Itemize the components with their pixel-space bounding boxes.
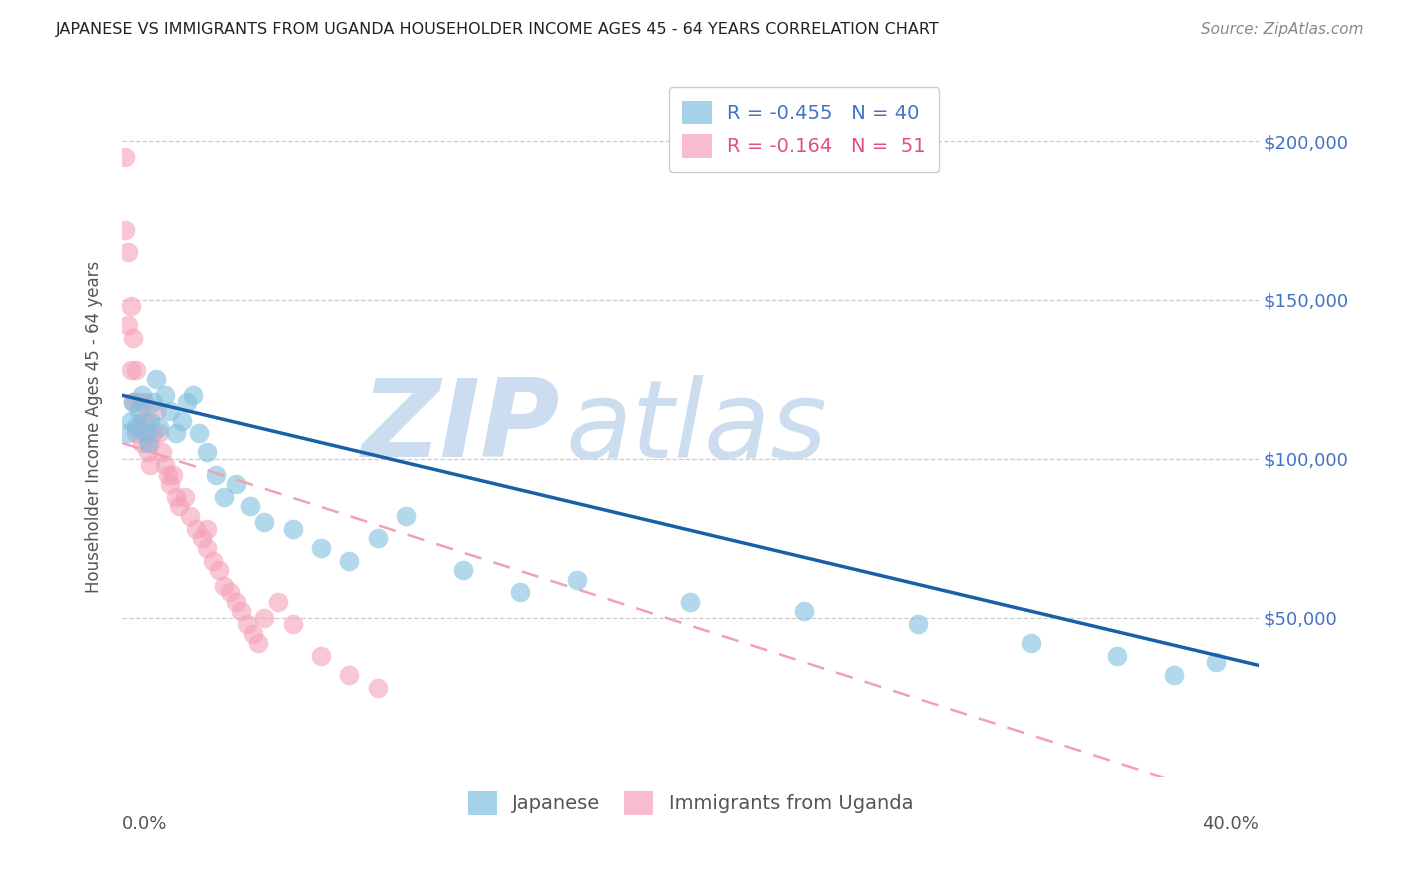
Point <box>125 363 148 377</box>
Point <box>195 522 218 536</box>
Point <box>367 681 389 695</box>
Point <box>187 426 209 441</box>
Point <box>145 372 167 386</box>
Point <box>148 426 170 441</box>
Point <box>219 585 242 599</box>
Point <box>253 516 276 530</box>
Point <box>225 595 247 609</box>
Point <box>236 617 259 632</box>
Point <box>156 467 179 482</box>
Point <box>142 426 165 441</box>
Point <box>114 150 136 164</box>
Point <box>117 318 139 333</box>
Point <box>136 426 159 441</box>
Point <box>201 553 224 567</box>
Point <box>1021 636 1043 650</box>
Point <box>509 585 531 599</box>
Point <box>1205 655 1227 669</box>
Point <box>128 420 150 434</box>
Point <box>153 388 176 402</box>
Point <box>148 420 170 434</box>
Point <box>214 490 236 504</box>
Point <box>150 445 173 459</box>
Point <box>125 426 148 441</box>
Point <box>162 467 184 482</box>
Point <box>214 579 236 593</box>
Point <box>195 445 218 459</box>
Point <box>125 420 148 434</box>
Point <box>1105 648 1128 663</box>
Text: JAPANESE VS IMMIGRANTS FROM UGANDA HOUSEHOLDER INCOME AGES 45 - 64 YEARS CORRELA: JAPANESE VS IMMIGRANTS FROM UGANDA HOUSE… <box>56 22 941 37</box>
Point <box>165 490 187 504</box>
Text: 40.0%: 40.0% <box>1202 815 1258 833</box>
Point <box>339 668 361 682</box>
Point <box>1163 668 1185 682</box>
Point <box>136 445 159 459</box>
Point <box>159 477 181 491</box>
Point <box>195 541 218 555</box>
Point <box>451 563 474 577</box>
Point <box>231 604 253 618</box>
Point <box>208 563 231 577</box>
Point <box>339 553 361 567</box>
Text: ZIP: ZIP <box>361 374 560 480</box>
Point <box>122 394 145 409</box>
Point <box>176 394 198 409</box>
Point <box>131 414 153 428</box>
Point <box>181 388 204 402</box>
Point <box>239 500 262 514</box>
Text: Source: ZipAtlas.com: Source: ZipAtlas.com <box>1201 22 1364 37</box>
Point <box>309 648 332 663</box>
Point <box>136 436 159 450</box>
Point <box>184 522 207 536</box>
Point <box>225 477 247 491</box>
Point <box>395 508 418 523</box>
Point <box>165 426 187 441</box>
Point <box>247 636 270 650</box>
Point <box>117 426 139 441</box>
Point <box>253 611 276 625</box>
Point <box>139 458 162 472</box>
Point <box>281 522 304 536</box>
Point <box>145 404 167 418</box>
Point <box>309 541 332 555</box>
Point <box>242 626 264 640</box>
Legend: Japanese, Immigrants from Uganda: Japanese, Immigrants from Uganda <box>456 780 925 826</box>
Point <box>122 331 145 345</box>
Point <box>205 467 228 482</box>
Point <box>139 414 162 428</box>
Point <box>565 573 588 587</box>
Point <box>120 299 142 313</box>
Point <box>122 394 145 409</box>
Point <box>367 531 389 545</box>
Point <box>170 414 193 428</box>
Point <box>190 531 212 545</box>
Point <box>117 245 139 260</box>
Point <box>134 426 156 441</box>
Point <box>167 500 190 514</box>
Point <box>179 508 201 523</box>
Point <box>159 404 181 418</box>
Point <box>142 394 165 409</box>
Point <box>120 414 142 428</box>
Point <box>173 490 195 504</box>
Point <box>131 388 153 402</box>
Point <box>793 604 815 618</box>
Point <box>134 394 156 409</box>
Point <box>134 414 156 428</box>
Point <box>131 436 153 450</box>
Point <box>128 394 150 409</box>
Y-axis label: Householder Income Ages 45 - 64 years: Householder Income Ages 45 - 64 years <box>86 260 103 593</box>
Text: 0.0%: 0.0% <box>122 815 167 833</box>
Point <box>281 617 304 632</box>
Point <box>267 595 290 609</box>
Text: atlas: atlas <box>565 375 827 480</box>
Point <box>907 617 929 632</box>
Point <box>114 223 136 237</box>
Point <box>153 458 176 472</box>
Point <box>139 436 162 450</box>
Point <box>128 404 150 418</box>
Point <box>120 363 142 377</box>
Point <box>679 595 702 609</box>
